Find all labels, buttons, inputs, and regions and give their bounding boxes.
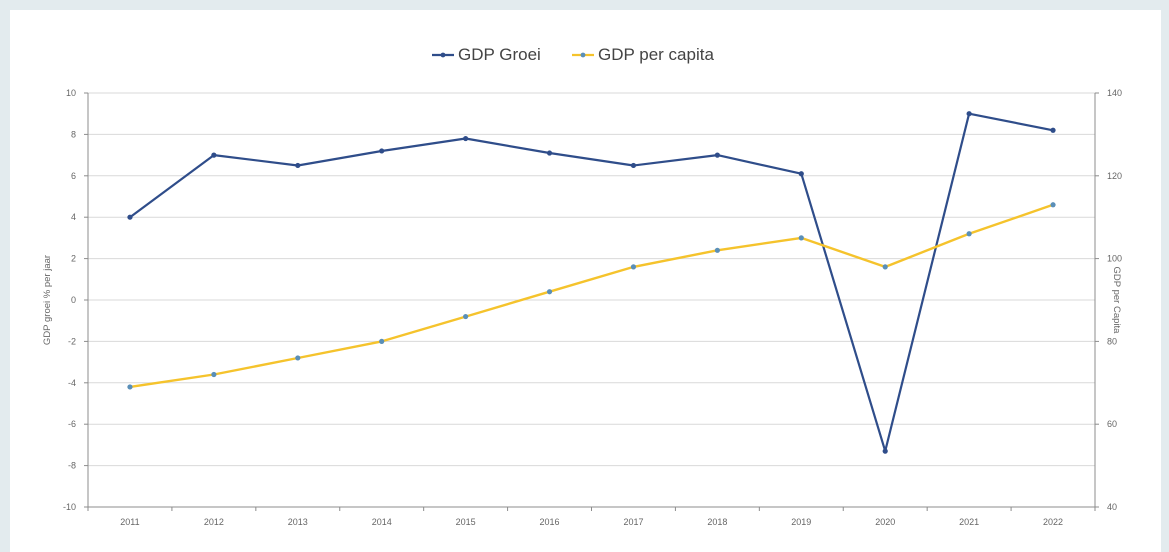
gdp-per-capita-line — [129, 203, 1054, 389]
gdp-groei-point — [1050, 127, 1056, 133]
chart-card: 10 8 6 4 2 0 -2 -4 -6 -8 -10 140 120 100 80 60 40 2011 201… — [10, 10, 1161, 552]
left-tick-label: -10 — [63, 502, 76, 512]
x-tick-label: 2012 — [204, 517, 224, 527]
gdp-per-capita-point — [127, 384, 133, 390]
x-tick-label: 2016 — [540, 517, 560, 527]
gdp-groei-point — [966, 111, 972, 117]
right-tick-label: 60 — [1107, 419, 1117, 429]
gdp-per-capita-legend-label: GDP per capita — [598, 45, 714, 64]
gdp-groei-point — [546, 150, 553, 156]
x-tick-label: 2011 — [120, 517, 139, 527]
gdp-groei-point — [630, 162, 637, 169]
x-tick-label: 2018 — [707, 517, 727, 527]
gdp-groei-point — [714, 152, 720, 158]
gdp-per-capita-point — [630, 264, 637, 270]
right-tick-label: 80 — [1107, 336, 1117, 346]
left-tick-label: 4 — [71, 212, 76, 222]
left-tick-label: -2 — [68, 336, 76, 346]
left-tick-label: 8 — [71, 129, 76, 139]
gdp-groei-legend-marker — [440, 52, 446, 58]
left-tick-label: -8 — [68, 461, 76, 471]
right-tick-label: 40 — [1107, 502, 1117, 512]
left-tick-label: 10 — [66, 88, 76, 98]
gdp-groei-legend-label: GDP Groei — [458, 45, 541, 64]
gdp-per-capita-point — [714, 247, 720, 253]
gdp-per-capita-point — [379, 338, 385, 344]
gdp-groei-line — [129, 112, 1054, 453]
x-tick-label: 2013 — [288, 517, 308, 527]
left-tick-label: 0 — [71, 295, 76, 305]
gdp-groei-point — [127, 214, 133, 220]
gdp-groei-point — [882, 448, 888, 454]
left-tick-label: 6 — [71, 171, 76, 181]
gdp-per-capita-point — [546, 289, 553, 295]
gdp-per-capita-point — [966, 231, 972, 237]
right-axis-title: GDP per Capita — [1111, 267, 1122, 335]
x-tick-label: 2015 — [456, 517, 476, 527]
right-tick-label: 100 — [1107, 254, 1122, 264]
gdp-groei-point — [798, 171, 804, 177]
left-tick-label: -6 — [68, 419, 76, 429]
gdp-per-capita-point — [295, 355, 301, 361]
gdp-per-capita-point — [211, 371, 217, 378]
gdp-chart: 10 8 6 4 2 0 -2 -4 -6 -8 -10 140 120 100 80 60 40 2011 201… — [42, 45, 1122, 527]
x-tick-label: 2017 — [623, 517, 643, 527]
right-tick-label: 120 — [1107, 171, 1122, 181]
gdp-per-capita-point — [463, 313, 469, 320]
gdp-per-capita-legend-marker — [580, 52, 586, 58]
gdp-groei-point — [295, 162, 301, 169]
gdp-groei-point — [211, 152, 217, 158]
x-tick-label: 2022 — [1043, 517, 1063, 527]
x-tick-label: 2019 — [791, 517, 811, 527]
x-tick-label: 2020 — [875, 517, 895, 527]
left-axis-title: GDP groei % per jaar — [42, 255, 53, 345]
gdp-groei-point — [379, 148, 385, 154]
left-tick-label: 2 — [71, 254, 76, 264]
gdp-groei-point — [463, 135, 469, 142]
right-tick-label: 140 — [1107, 88, 1122, 98]
gdp-per-capita-point — [1050, 202, 1056, 208]
left-tick-label: -4 — [68, 378, 76, 388]
x-tick-label: 2014 — [372, 517, 392, 527]
gdp-per-capita-point — [798, 235, 804, 241]
gdp-per-capita-point — [882, 264, 888, 270]
x-tick-label: 2021 — [959, 517, 979, 527]
